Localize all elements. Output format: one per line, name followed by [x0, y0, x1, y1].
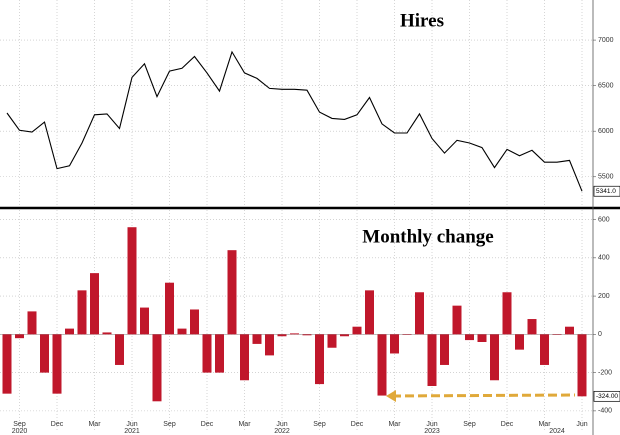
- y-tick-label: 0: [598, 331, 602, 338]
- value-tag-box: [593, 185, 620, 197]
- bar: [90, 273, 99, 335]
- bar: [327, 334, 337, 348]
- y-tick-label: 6000: [598, 128, 614, 135]
- x-year-label: 2022: [274, 428, 290, 435]
- y-tick-label: -200: [598, 369, 612, 376]
- value-tag-box: [593, 390, 620, 402]
- x-tick-label: Mar: [88, 421, 101, 428]
- x-tick-label: Sep: [163, 421, 176, 428]
- bar: [277, 334, 287, 337]
- bar: [377, 334, 387, 396]
- bar: [415, 292, 424, 335]
- x-tick-label: Sep: [313, 421, 326, 428]
- x-tick-label: Dec: [351, 421, 364, 428]
- x-tick-label: Sep: [13, 421, 26, 428]
- bar: [52, 334, 62, 394]
- bar: [440, 334, 449, 365]
- bar: [190, 309, 199, 335]
- bar: [265, 334, 274, 356]
- bar: [215, 334, 224, 373]
- bar: [177, 328, 187, 335]
- value-label: 5341.0: [596, 188, 616, 195]
- bar: [165, 282, 174, 335]
- bar: [515, 334, 524, 350]
- x-tick-label: Mar: [538, 421, 551, 428]
- y-tick-label: 200: [598, 293, 610, 300]
- y-tick-label: 7000: [598, 37, 614, 44]
- arrow-head: [386, 390, 396, 402]
- bar: [477, 334, 487, 342]
- bar: [140, 307, 149, 335]
- x-year-label: 2020: [12, 428, 28, 435]
- x-tick-label: Jun: [576, 421, 587, 428]
- chart-title: Hires: [400, 10, 444, 31]
- bar: [402, 334, 412, 335]
- bar: [365, 290, 374, 335]
- bar: [252, 334, 262, 344]
- x-year-label: 2021: [124, 428, 140, 435]
- x-tick-label: Jun: [426, 421, 437, 428]
- bar: [27, 311, 37, 335]
- x-tick-label: Jun: [276, 421, 287, 428]
- bar: [427, 334, 437, 386]
- y-tick-label: -400: [598, 408, 612, 415]
- y-tick-label: 400: [598, 255, 610, 262]
- bar: [240, 334, 249, 381]
- bar: [127, 227, 137, 335]
- bar: [490, 334, 499, 381]
- bar: [552, 334, 562, 335]
- bar: [340, 334, 349, 337]
- x-tick-label: Dec: [51, 421, 64, 428]
- x-year-label: 2023: [424, 428, 440, 435]
- bar: [227, 250, 237, 335]
- annotation-arrow: [391, 393, 576, 398]
- bar: [290, 333, 299, 335]
- bar: [102, 332, 112, 335]
- x-tick-label: Mar: [388, 421, 401, 428]
- x-tick-label: Dec: [501, 421, 514, 428]
- bar: [452, 305, 462, 335]
- bar: [65, 328, 74, 335]
- bar: [527, 319, 537, 335]
- y-tick-label: 5500: [598, 174, 614, 181]
- y-tick-label: 6500: [598, 82, 614, 89]
- x-tick-label: Mar: [238, 421, 251, 428]
- bar: [540, 334, 549, 365]
- bar: [465, 334, 474, 341]
- bar: [302, 334, 312, 336]
- x-tick-label: Jun: [126, 421, 137, 428]
- hires-line: [6, 50, 583, 192]
- bar: [115, 334, 124, 365]
- x-tick-label: Sep: [463, 421, 476, 428]
- bar: [390, 334, 399, 354]
- bar: [152, 334, 162, 402]
- bar: [565, 326, 574, 335]
- y-tick-label: 600: [598, 216, 610, 223]
- bar: [315, 334, 324, 385]
- bar: [15, 334, 24, 339]
- bar: [577, 334, 587, 397]
- x-tick-label: Dec: [201, 421, 214, 428]
- bar: [40, 334, 49, 373]
- bar: [352, 326, 362, 335]
- bar: [502, 292, 512, 335]
- value-label: -324.00: [596, 393, 618, 400]
- bar: [202, 334, 212, 373]
- x-year-label: 2024: [549, 428, 565, 435]
- bar: [77, 290, 87, 335]
- bar: [2, 334, 12, 394]
- chart-title: Monthly change: [362, 226, 493, 247]
